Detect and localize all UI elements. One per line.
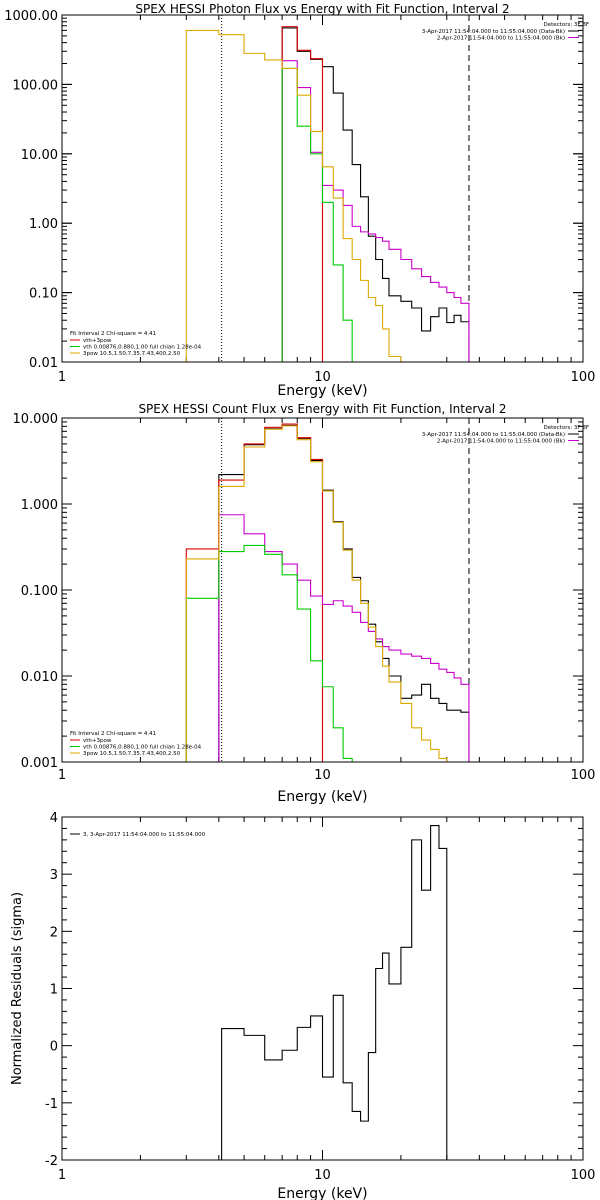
y-tick-label: 3 (50, 868, 58, 883)
series-line-5 (185, 425, 470, 762)
legend-entry: 2-Apr-2017 11:54:04.000 to 11:55:04.000 … (437, 439, 565, 445)
x-tick-label: 100 (571, 370, 596, 385)
y-tick-label: 1 (50, 983, 58, 998)
y-tick-label: 2 (50, 925, 58, 940)
chart-panel-3: Energy (keV) Normalized Residuals (sigma)… (10, 811, 595, 1200)
legend-entry: vth+3pow (83, 738, 112, 744)
y-axis-label: Normalized Residuals (sigma) (10, 892, 25, 1085)
chart-panel-2: SPEX HESSI Count Flux vs Energy with Fit… (13, 402, 596, 805)
legend-header: Fit Interval 2 Chi-square = 4.41 (70, 331, 156, 337)
y-tick-label: 10.000 (13, 412, 59, 427)
x-tick-label: 10 (314, 1168, 331, 1183)
series-line-2 (185, 423, 324, 762)
chart-panel-1: SPEX HESSI Photon Flux vs Energy with Fi… (4, 2, 595, 399)
series-line-3 (218, 514, 470, 762)
y-tick-label: 1000.00 (4, 9, 58, 24)
x-tick-label: 100 (571, 768, 596, 783)
y-tick-label: 4 (50, 811, 58, 826)
chart-title: SPEX HESSI Count Flux vs Energy with Fit… (138, 402, 506, 416)
x-axis-label: Energy (keV) (277, 789, 367, 805)
x-tick-label: 1 (58, 768, 66, 783)
y-tick-label: -2 (45, 1154, 58, 1169)
x-tick-label: 100 (571, 1168, 596, 1183)
chart-title: SPEX HESSI Photon Flux vs Energy with Fi… (135, 2, 509, 16)
data-area (221, 825, 448, 1160)
x-axis-label: Energy (keV) (277, 383, 367, 399)
series-line-1 (218, 424, 470, 762)
legend-top-left: 3, 3-Apr-2017 11:54:04.000 to 11:55:04.0… (70, 832, 206, 838)
legend-header: Detectors: 3F 8F (543, 425, 589, 431)
data-area (185, 423, 470, 762)
plot-frame (61, 14, 584, 363)
legend-entry: 3pow 10.5,1.50,7.35,7.43,400,2.50 (83, 751, 181, 757)
legend-header: Fit Interval 2 Chi-square = 4.41 (70, 731, 156, 737)
x-tick-label: 10 (314, 370, 331, 385)
legend-bottom-left: Fit Interval 2 Chi-square = 4.41vth+3pow… (70, 331, 202, 357)
y-tick-label: 1.000 (21, 498, 58, 513)
series-line-1 (281, 27, 470, 362)
legend-entry: 3-Apr-2017 11:54:04.000 to 11:55:04.000 … (422, 432, 565, 438)
y-tick-label: 0.01 (29, 356, 58, 371)
legend-entry: 3-Apr-2017 11:54:04.000 to 11:55:04.000 … (422, 29, 565, 35)
y-tick-label: 100.00 (13, 78, 59, 93)
x-axis-label: Energy (keV) (277, 1186, 367, 1200)
y-tick-label: 0 (50, 1040, 58, 1055)
legend-entry: vth+3pow (83, 338, 112, 344)
series-line-5 (185, 29, 455, 362)
plot-frame (61, 816, 584, 1161)
series-line-4 (281, 67, 353, 362)
tick-marks (61, 816, 584, 1161)
plot-frame (61, 417, 584, 763)
legend-entry: 3pow 10.5,1.50,7.35,7.43,400,2.50 (83, 351, 181, 357)
y-tick-label: 10.00 (21, 148, 58, 163)
y-tick-label: 0.010 (21, 670, 58, 685)
y-tick-label: -1 (45, 1097, 58, 1112)
data-area (185, 26, 470, 362)
x-tick-label: 10 (314, 768, 331, 783)
x-tick-label: 1 (58, 370, 66, 385)
y-tick-label: 1.00 (29, 217, 58, 232)
legend-bottom-left: Fit Interval 2 Chi-square = 4.41vth+3pow… (70, 731, 202, 757)
legend-entry: 3, 3-Apr-2017 11:54:04.000 to 11:55:04.0… (83, 832, 206, 838)
legend-header: Detectors: 3F 8F (543, 22, 589, 28)
legend-entry: vth 0.00876,0.880,1.00 full chian 1.28e-… (83, 745, 202, 751)
legend-entry: 2-Apr-2017 11:54:04.000 to 11:55:04.000 … (437, 36, 565, 42)
series-line-1 (221, 825, 448, 1160)
series-line-2 (281, 26, 324, 362)
legend-top-right: Detectors: 3F 8F3-Apr-2017 11:54:04.000 … (422, 425, 589, 445)
y-tick-label: 0.10 (29, 287, 58, 302)
legend-entry: vth 0.00876,0.880,1.00 full chian 1.28e-… (83, 345, 202, 351)
y-tick-label: 0.001 (21, 756, 58, 771)
legend-top-right: Detectors: 3F 8F3-Apr-2017 11:54:04.000 … (422, 22, 589, 42)
series-line-4 (185, 544, 362, 762)
x-tick-label: 1 (58, 1168, 66, 1183)
y-tick-label: 0.100 (21, 584, 58, 599)
